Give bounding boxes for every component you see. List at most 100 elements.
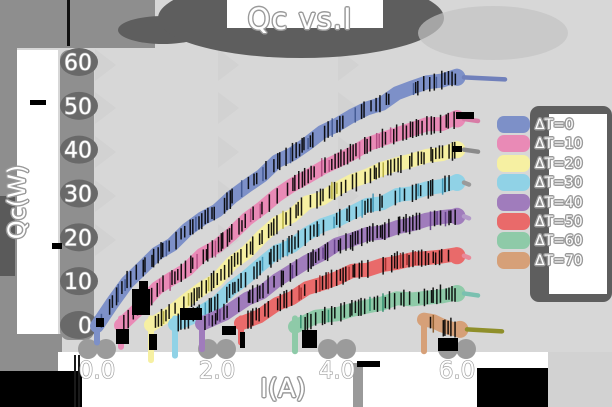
series-tail bbox=[464, 327, 505, 334]
glitch-line bbox=[74, 355, 76, 407]
legend-label: ΔT=0 bbox=[535, 117, 574, 133]
legend-item: ΔT=60 bbox=[495, 232, 612, 250]
ytick-label: 10 bbox=[64, 270, 92, 295]
legend-swatch bbox=[497, 154, 530, 172]
ghost-artifact bbox=[218, 92, 239, 124]
xtick-label: 2.0 bbox=[199, 358, 236, 384]
series-band bbox=[114, 110, 464, 333]
series-tail bbox=[461, 253, 472, 260]
glitch-mark bbox=[180, 308, 202, 320]
series-end-cap bbox=[448, 284, 466, 302]
glitch-mark bbox=[30, 100, 46, 105]
legend-item: ΔT=0 bbox=[495, 116, 612, 134]
series-tail bbox=[461, 75, 508, 82]
chart-title: Qc vs.I bbox=[247, 2, 353, 36]
series-tail bbox=[461, 180, 472, 187]
glitch-line bbox=[78, 355, 80, 407]
legend-label: ΔT=40 bbox=[535, 194, 583, 211]
series-end-cap bbox=[448, 207, 466, 225]
ytick-shadow-blob bbox=[60, 135, 98, 164]
xtick-label: 6.0 bbox=[439, 358, 476, 384]
xtick-shadow-blob bbox=[96, 339, 116, 359]
ytick-shadow-blob bbox=[60, 179, 98, 208]
series-band bbox=[90, 68, 464, 333]
glitch-mark bbox=[132, 289, 150, 315]
glitch-mark bbox=[452, 146, 462, 152]
ghost-artifact bbox=[95, 180, 116, 212]
ghost-artifact bbox=[218, 136, 239, 168]
series-end-cap bbox=[448, 247, 466, 265]
title-shadow-blob bbox=[418, 6, 568, 60]
legend-swatch bbox=[497, 193, 530, 211]
glitch-mark bbox=[456, 112, 474, 119]
glitch-mark bbox=[302, 330, 317, 348]
series-end-cap bbox=[448, 174, 466, 192]
xtick-shadow-blob bbox=[78, 339, 98, 359]
legend-swatch bbox=[497, 213, 530, 230]
bottom-right-band bbox=[548, 352, 612, 407]
series-tail bbox=[461, 291, 481, 298]
legend: ΔT=0 ΔT=10 ΔT=20 ΔT=30 ΔT=40 ΔT=50 ΔT=60… bbox=[495, 106, 612, 306]
ghost-artifact bbox=[338, 49, 359, 81]
title-highlight bbox=[227, 0, 383, 28]
glitch-mark bbox=[149, 334, 157, 350]
black-block-right bbox=[477, 368, 548, 407]
legend-swatch bbox=[497, 251, 530, 269]
legend-swatch bbox=[497, 174, 530, 192]
left-edge-band bbox=[0, 0, 17, 370]
xtick-shadow-blob bbox=[456, 339, 476, 359]
xtick-label: 0.0 bbox=[79, 358, 116, 384]
ytick-label: 20 bbox=[64, 226, 92, 251]
legend-item: ΔT=40 bbox=[495, 193, 612, 212]
ytick-label: 40 bbox=[64, 139, 92, 164]
bottom-left-shadow bbox=[0, 334, 62, 374]
legend-label: ΔT=20 bbox=[535, 155, 583, 172]
glitch-mark bbox=[438, 338, 458, 351]
series-tail bbox=[461, 116, 481, 124]
ytick-shadow-blob bbox=[60, 311, 98, 339]
xtick-shadow-blob bbox=[336, 339, 356, 359]
glitch-mark bbox=[240, 332, 245, 348]
xtick-shadow-blob bbox=[318, 339, 338, 359]
x-axis-label: I(A) bbox=[260, 374, 306, 404]
legend-swatch bbox=[497, 135, 530, 153]
left-shadow-patch bbox=[0, 196, 15, 276]
glitch-bar bbox=[353, 363, 363, 407]
legend-highlight bbox=[549, 114, 607, 294]
glitch-mark bbox=[222, 326, 236, 335]
legend-label: ΔT=70 bbox=[535, 252, 583, 269]
black-block-left bbox=[0, 371, 82, 407]
legend-label: ΔT=50 bbox=[535, 214, 583, 230]
legend-item: ΔT=70 bbox=[495, 251, 612, 270]
ytick-shadow-blob bbox=[60, 267, 98, 296]
series-tail bbox=[461, 214, 472, 221]
ghost-artifact bbox=[95, 136, 116, 168]
ytick-label: 0 bbox=[78, 314, 92, 339]
xtick-label: 4.0 bbox=[319, 358, 356, 384]
ytick-shadow-blob bbox=[60, 48, 98, 77]
legend-label: ΔT=60 bbox=[535, 233, 583, 250]
legend-swatch bbox=[497, 232, 530, 250]
ytick-shadow-blob bbox=[60, 91, 98, 120]
glitch-mark bbox=[96, 318, 104, 327]
glitch-line bbox=[67, 0, 70, 46]
y-axis-label: Qc(W) bbox=[3, 164, 31, 240]
legend-swatch bbox=[497, 116, 530, 133]
ytick-shadow-blob bbox=[60, 223, 98, 252]
xtick-shadow-blob bbox=[216, 339, 236, 359]
ghost-artifact bbox=[218, 49, 239, 81]
series-tail bbox=[461, 147, 481, 154]
legend-item: ΔT=30 bbox=[495, 174, 612, 192]
legend-item: ΔT=20 bbox=[495, 154, 612, 173]
yaxis-white-strip bbox=[17, 50, 58, 334]
ghost-artifact bbox=[95, 224, 116, 256]
legend-item: ΔT=10 bbox=[495, 135, 612, 153]
glitch-mark bbox=[116, 329, 129, 344]
glitch-mark bbox=[52, 243, 62, 249]
ghost-artifact bbox=[95, 92, 116, 124]
ytick-label: 60 bbox=[64, 51, 92, 76]
legend-label: ΔT=10 bbox=[535, 136, 583, 153]
ghost-artifact bbox=[95, 49, 116, 81]
